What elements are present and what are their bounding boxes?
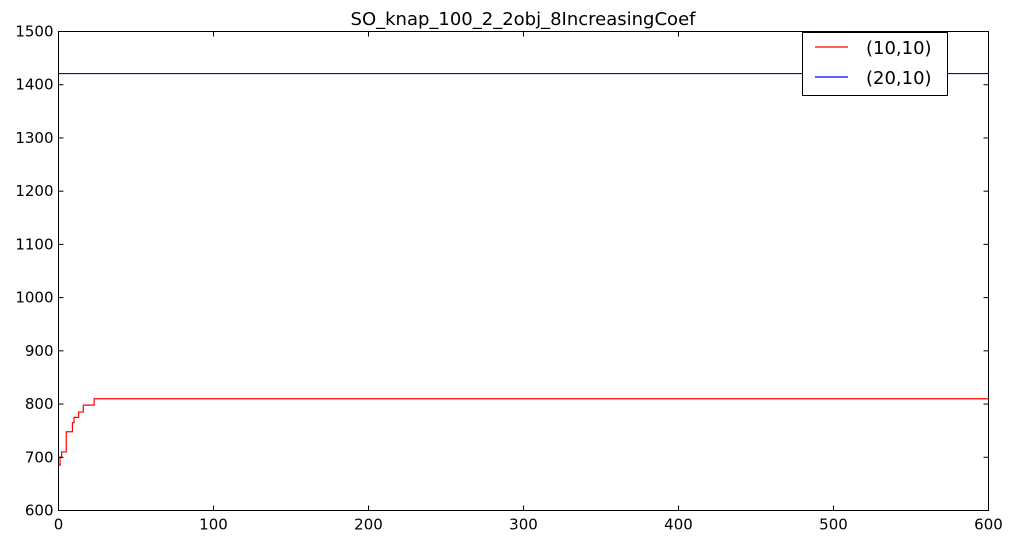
x-tick-label: 400 [664, 516, 693, 534]
legend: (10,10) (20,10) [802, 32, 948, 96]
legend-box [802, 32, 948, 96]
y-tick-label: 1100 [15, 235, 53, 253]
y-tick-label: 1400 [15, 76, 53, 94]
y-tick-label: 600 [25, 502, 54, 520]
y-tick-label: 1000 [15, 289, 53, 307]
x-tick-label: 600 [974, 516, 1003, 534]
y-tick-label: 700 [25, 448, 54, 466]
legend-label-series-2: (20,10) [866, 68, 932, 89]
y-tick-label: 1200 [15, 182, 53, 200]
x-tick-label: 0 [54, 516, 64, 534]
axis-ticks: 0 100 200 300 400 500 600 600 700 800 900 1000 1100 1… [15, 23, 1003, 534]
y-tick-label: 800 [25, 395, 54, 413]
plot-frame [58, 31, 989, 511]
legend-label-series-1: (10,10) [866, 38, 932, 59]
y-tick-label: 1500 [15, 23, 53, 41]
series-line-1 [58, 398, 989, 466]
x-tick-label: 100 [199, 516, 228, 534]
chart-title: SO_knap_100_2_2obj_8IncreasingCoef [351, 9, 697, 30]
x-tick-label: 300 [509, 516, 538, 534]
y-tick-label: 1300 [15, 129, 53, 147]
series-layer [58, 72, 989, 466]
x-tick-label: 200 [354, 516, 383, 534]
x-tick-label: 500 [819, 516, 848, 534]
y-tick-label: 900 [25, 342, 54, 360]
